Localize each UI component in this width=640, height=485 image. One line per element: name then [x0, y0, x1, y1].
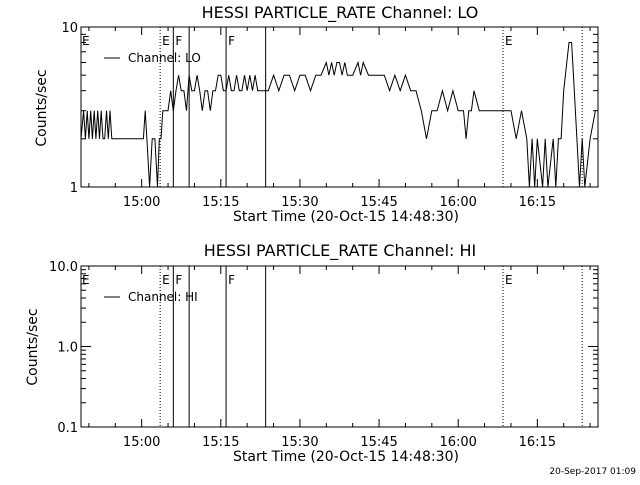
event-label: F: [228, 34, 235, 48]
x-tick-label: 16:15: [519, 435, 556, 450]
chart-title: HESSI PARTICLE_RATE Channel: LO: [202, 3, 479, 23]
x-tick-label: 15:00: [123, 195, 160, 210]
x-tick-label: 15:30: [281, 435, 318, 450]
event-label: E: [162, 34, 170, 48]
y-tick-label: 10.0: [49, 260, 78, 275]
panel-hi: HESSI PARTICLE_RATE Channel: HI Counts/se…: [25, 241, 599, 465]
x-tick-label: 15:15: [202, 435, 239, 450]
legend-label: Channel: HI: [128, 290, 198, 304]
y-axis-label: Counts/sec: [34, 69, 50, 146]
x-tick-label: 16:00: [439, 435, 476, 450]
footer-timestamp: 20-Sep-2017 01:09: [549, 467, 636, 477]
event-label: F: [228, 273, 235, 287]
x-tick-label: 15:00: [123, 435, 160, 450]
plot-frame: [80, 26, 599, 188]
x-tick-label: 16:00: [439, 195, 476, 210]
event-label: E: [505, 273, 513, 287]
y-tick-label: 0.1: [57, 421, 78, 436]
y-tick-label: 1: [70, 181, 78, 196]
event-label: F: [175, 273, 182, 287]
event-label: F: [175, 34, 182, 48]
y-tick-label: 10: [61, 21, 78, 36]
x-axis-label: Start Time (20-Oct-15 14:48:30): [233, 209, 459, 225]
x-tick-label: 16:15: [519, 195, 556, 210]
chart-title: HESSI PARTICLE_RATE Channel: HI: [204, 241, 477, 261]
event-label: E: [162, 273, 170, 287]
x-tick-label: 15:45: [360, 195, 397, 210]
edge-label: E: [82, 34, 90, 48]
y-tick-label: 1.0: [57, 341, 78, 356]
panel-lo: HESSI PARTICLE_RATE Channel: LO Counts/se…: [34, 3, 599, 225]
event-label: E: [505, 34, 513, 48]
x-tick-label: 15:15: [202, 195, 239, 210]
legend-label: Channel: LO: [128, 51, 201, 65]
y-axis-label: Counts/sec: [25, 308, 41, 385]
x-axis-label: Start Time (20-Oct-15 14:48:30): [233, 449, 459, 465]
edge-label: E: [82, 273, 90, 287]
series-line: [80, 42, 596, 188]
x-tick-label: 15:45: [360, 435, 397, 450]
x-tick-label: 15:30: [281, 195, 318, 210]
